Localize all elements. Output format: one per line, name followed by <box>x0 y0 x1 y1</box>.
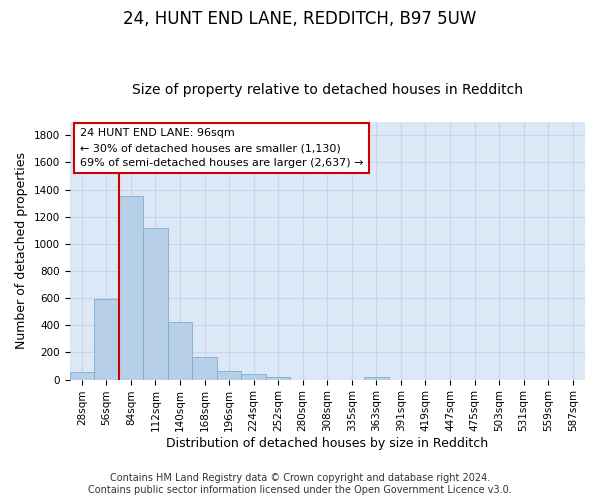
Bar <box>192 356 217 380</box>
Text: 24 HUNT END LANE: 96sqm
← 30% of detached houses are smaller (1,130)
69% of semi: 24 HUNT END LANE: 96sqm ← 30% of detache… <box>80 128 364 168</box>
Text: 24, HUNT END LANE, REDDITCH, B97 5UW: 24, HUNT END LANE, REDDITCH, B97 5UW <box>124 10 476 28</box>
Bar <box>143 228 168 380</box>
Text: Contains HM Land Registry data © Crown copyright and database right 2024.
Contai: Contains HM Land Registry data © Crown c… <box>88 474 512 495</box>
Bar <box>241 374 266 380</box>
Bar <box>94 299 119 380</box>
Bar <box>168 322 192 380</box>
Title: Size of property relative to detached houses in Redditch: Size of property relative to detached ho… <box>132 83 523 97</box>
X-axis label: Distribution of detached houses by size in Redditch: Distribution of detached houses by size … <box>166 437 488 450</box>
Bar <box>266 377 290 380</box>
Y-axis label: Number of detached properties: Number of detached properties <box>15 152 28 349</box>
Bar <box>119 196 143 380</box>
Bar <box>217 372 241 380</box>
Bar <box>70 372 94 380</box>
Bar <box>364 377 389 380</box>
